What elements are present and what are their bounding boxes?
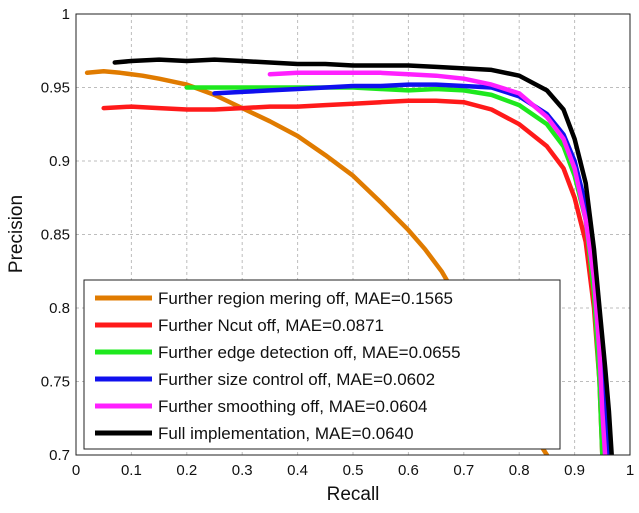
- plot-frame: [75, 13, 631, 456]
- y-axis-ticks: 0.7 0.75 0.8 0.85 0.9 0.95 1: [41, 6, 70, 464]
- y-axis-label: Precision: [6, 195, 27, 273]
- y-tick-label: 0.7: [49, 447, 70, 464]
- legend: Further region mering off, MAE=0.1565 Fur…: [83, 279, 561, 450]
- x-tick-label: 0.2: [176, 462, 197, 479]
- y-tick-label: 0.8: [49, 300, 70, 317]
- x-tick-label: 0.3: [232, 462, 253, 479]
- series-line-5: [267, 70, 608, 455]
- x-tick-label: 0.8: [509, 462, 530, 479]
- legend-label-6: Full implementation, MAE=0.0640: [158, 424, 414, 443]
- x-tick-label: 0.6: [398, 462, 419, 479]
- legend-label-1: Further region mering off, MAE=0.1565: [158, 289, 453, 308]
- legend-label-3: Further edge detection off, MAE=0.0655: [158, 343, 461, 362]
- x-tick-label: 0.1: [121, 462, 142, 479]
- x-tick-label: 0: [72, 462, 80, 479]
- y-tick-label: 0.9: [49, 153, 70, 170]
- x-axis-ticks: 0 0.1 0.2 0.3 0.4 0.5 0.6 0.7 0.8 0.9 1: [72, 462, 634, 479]
- x-tick-label: 1: [626, 462, 634, 479]
- x-tick-label: 0.9: [564, 462, 585, 479]
- y-tick-label: 0.95: [41, 80, 70, 97]
- x-axis-label: Recall: [327, 484, 380, 505]
- y-tick-label: 0.85: [41, 227, 70, 244]
- x-tick-label: 0.5: [343, 462, 364, 479]
- x-tick-label: 0.7: [453, 462, 474, 479]
- legend-label-2: Further Ncut off, MAE=0.0871: [158, 316, 384, 335]
- y-tick-label: 1: [62, 6, 70, 23]
- y-tick-label: 0.75: [41, 374, 70, 391]
- legend-label-5: Further smoothing off, MAE=0.0604: [158, 397, 427, 416]
- x-tick-label: 0.4: [287, 462, 308, 479]
- series-line-6: [112, 57, 614, 455]
- series-line-2: [101, 98, 605, 455]
- legend-box: [83, 279, 561, 450]
- legend-label-4: Further size control off, MAE=0.0602: [158, 370, 435, 389]
